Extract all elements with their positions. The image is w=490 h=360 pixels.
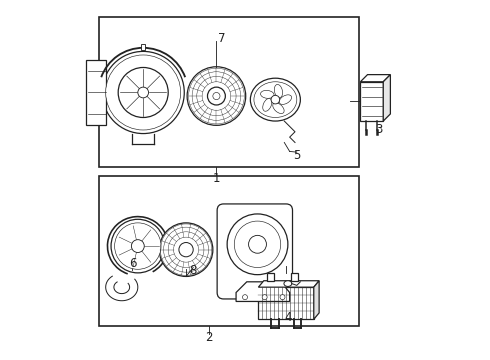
Ellipse shape	[284, 281, 292, 287]
Polygon shape	[383, 75, 391, 121]
Circle shape	[207, 87, 225, 105]
Bar	[291, 273, 298, 281]
Text: 2: 2	[205, 331, 213, 344]
Polygon shape	[258, 281, 319, 287]
Circle shape	[213, 93, 220, 100]
Circle shape	[262, 295, 267, 300]
Circle shape	[271, 95, 280, 104]
Ellipse shape	[273, 103, 284, 113]
Bar	[86, 60, 106, 125]
Ellipse shape	[254, 82, 297, 117]
Text: 4: 4	[284, 311, 292, 324]
Text: 8: 8	[190, 264, 197, 276]
Ellipse shape	[274, 85, 283, 98]
Text: 5: 5	[293, 149, 300, 162]
Circle shape	[138, 87, 148, 98]
Circle shape	[111, 219, 165, 273]
Text: 3: 3	[375, 123, 383, 136]
Bar	[267, 273, 274, 281]
Ellipse shape	[279, 95, 292, 104]
Circle shape	[179, 243, 193, 257]
Bar	[98, 18, 359, 167]
Bar	[98, 176, 359, 327]
Text: 6: 6	[129, 257, 136, 270]
Circle shape	[106, 55, 181, 130]
Ellipse shape	[250, 78, 300, 121]
Circle shape	[187, 67, 245, 125]
Circle shape	[234, 221, 281, 267]
Circle shape	[159, 223, 213, 276]
Ellipse shape	[263, 99, 272, 111]
Circle shape	[243, 295, 247, 300]
FancyBboxPatch shape	[217, 204, 293, 299]
Circle shape	[131, 240, 144, 252]
Circle shape	[102, 51, 184, 134]
Polygon shape	[106, 276, 138, 301]
Polygon shape	[314, 281, 319, 319]
Text: 1: 1	[213, 172, 220, 185]
Ellipse shape	[261, 90, 274, 98]
Circle shape	[115, 223, 161, 269]
Bar	[142, 44, 145, 50]
Bar	[360, 82, 383, 121]
Circle shape	[227, 214, 288, 275]
Text: 7: 7	[218, 32, 225, 45]
Circle shape	[280, 295, 285, 300]
Polygon shape	[360, 75, 391, 82]
Bar	[258, 287, 314, 319]
Circle shape	[248, 235, 267, 253]
Circle shape	[118, 67, 168, 117]
Polygon shape	[236, 282, 290, 301]
